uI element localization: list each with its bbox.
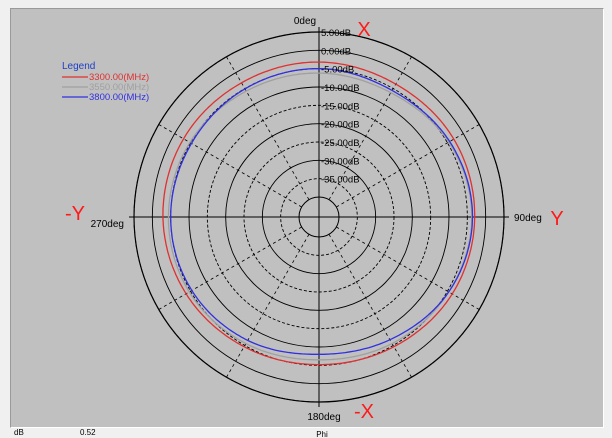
radial-tick-label: -20.00dB — [321, 120, 360, 131]
angle-label: 180deg — [307, 412, 340, 423]
axis-annotation: -Y — [65, 203, 85, 225]
radial-tick-label: 5.00dB — [321, 28, 351, 39]
series-line — [162, 61, 476, 366]
x-axis-label: Phi — [316, 430, 328, 438]
radial-tick-label: 0.00dB — [321, 46, 351, 57]
status-value: 0.52 — [80, 428, 96, 437]
angle-label: 270deg — [91, 219, 124, 230]
angle-label: 90deg — [514, 213, 542, 224]
radial-tick-label: -35.00dB — [321, 175, 360, 186]
status-unit: dB — [14, 428, 24, 437]
series-line — [170, 68, 474, 355]
angle-label: 0deg — [294, 16, 316, 27]
series-line — [167, 72, 473, 361]
legend-label: 3300.00(MHz) — [89, 72, 149, 83]
legend-title: Legend — [62, 61, 95, 72]
legend-label: 3550.00(MHz) — [89, 82, 149, 93]
plot-area — [10, 8, 604, 428]
axis-annotation: -X — [354, 401, 374, 423]
radial-tick-label: -15.00dB — [321, 101, 360, 112]
axis-annotation: Y — [550, 208, 563, 230]
radial-tick-label: -30.00dB — [321, 156, 360, 167]
legend-label: 3800.00(MHz) — [89, 92, 149, 103]
axis-annotation: X — [357, 19, 370, 41]
radial-tick-label: -5.00dB — [321, 65, 354, 76]
radial-tick-label: -10.00dB — [321, 83, 360, 94]
radial-tick-label: -25.00dB — [321, 138, 360, 149]
